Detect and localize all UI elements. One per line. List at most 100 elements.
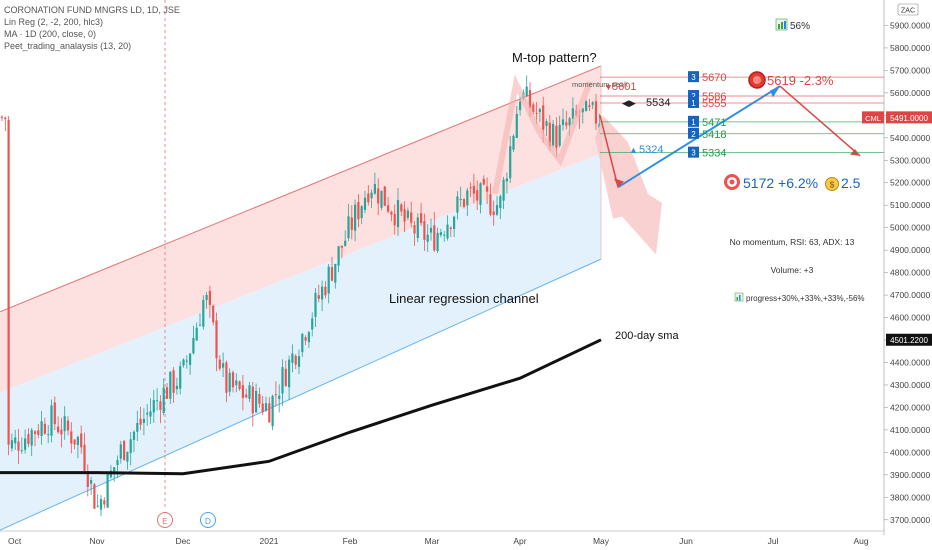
candle-body <box>327 266 330 294</box>
time-axis[interactable]: Oct Nov Dec 2021 Feb Mar Apr May Jun Jul Aug <box>0 530 884 546</box>
candle-body <box>99 498 103 510</box>
candle-body <box>525 86 528 97</box>
info-volume: Volume: +3 <box>771 265 814 275</box>
level-badge-text: 2 <box>691 130 696 139</box>
candle-body <box>420 213 423 224</box>
candle-body <box>37 430 40 436</box>
level-label: 5555 <box>702 98 726 110</box>
candle-body <box>383 186 386 206</box>
time-tick-label: Mar <box>425 536 440 546</box>
candle-body <box>40 421 43 436</box>
candle-body <box>73 439 76 445</box>
candle-body <box>446 224 449 239</box>
candle-body <box>215 320 218 359</box>
candle-body <box>281 367 284 394</box>
candle-body <box>132 431 136 440</box>
earnings-event-marker[interactable] <box>157 512 173 528</box>
channel-label: Linear regression channel <box>389 291 539 306</box>
price-tick-label: 4400.0000 <box>890 357 930 367</box>
candle-body <box>519 101 522 111</box>
level-badge-text: 3 <box>691 73 696 82</box>
candle-body <box>156 400 159 402</box>
candle-body <box>63 416 66 432</box>
money-bag-icon: $ <box>825 177 839 191</box>
candle-body <box>90 480 93 484</box>
time-tick-label: Aug <box>853 536 868 546</box>
candle-body <box>284 368 287 387</box>
candle-body <box>0 116 4 118</box>
candle-body <box>472 185 475 194</box>
candle-body <box>126 451 129 462</box>
candle-body <box>512 135 515 150</box>
candle-body <box>476 190 479 201</box>
candle-body <box>330 267 334 281</box>
candle-body <box>162 387 165 414</box>
candle-body <box>225 362 228 393</box>
candle-body <box>297 356 301 367</box>
dividend-event-label: D <box>205 516 211 526</box>
price-tick-label: 5700.0000 <box>890 65 930 75</box>
candle-body <box>545 121 548 126</box>
candle-body <box>76 436 79 445</box>
progress-badge: 56% <box>775 18 810 32</box>
price-axis[interactable]: 3700.0000 3800.0000 3900.0000 4000.0000 4100… <box>862 0 932 535</box>
candle-body <box>47 434 50 436</box>
price-tick-label: 3900.0000 <box>890 470 930 480</box>
p5534-label: 5534 <box>646 97 670 109</box>
candle-body <box>449 227 452 229</box>
candle-body <box>106 473 109 508</box>
level-label: 5334 <box>702 148 726 160</box>
candle-body <box>268 403 271 423</box>
candle-body <box>231 372 235 388</box>
p5601-label: 5601 <box>612 81 636 93</box>
target-levels: 3 5670 2 5586 1 5555 1 5471 2 5418 3 5334 <box>600 71 884 160</box>
time-tick-label: Nov <box>89 536 105 546</box>
candle-body <box>406 210 409 218</box>
candle-body <box>360 206 363 219</box>
candle-body <box>459 198 462 200</box>
candle-body <box>70 431 73 444</box>
progress-icon <box>734 292 744 302</box>
time-tick-label: Feb <box>343 536 358 546</box>
time-tick-label: Jun <box>679 536 693 546</box>
price-tag <box>886 111 932 124</box>
dividend-event-marker[interactable] <box>200 512 216 528</box>
candle-body <box>429 227 433 233</box>
candle-body <box>314 292 317 317</box>
candle-body <box>169 371 172 399</box>
rr-label: 2.5 <box>841 175 861 191</box>
m-top-label: M-top pattern? <box>512 50 597 65</box>
level-label: 5418 <box>702 129 726 141</box>
candle-body <box>149 411 152 417</box>
candle-body <box>189 353 192 365</box>
candle-body <box>387 205 390 212</box>
level-badge <box>688 71 699 83</box>
candle-body <box>136 422 139 432</box>
candle-body <box>456 196 459 213</box>
candle-body <box>198 324 202 326</box>
candle-body <box>416 217 419 238</box>
price-tag-label: CML <box>865 114 881 123</box>
price-tag <box>886 333 932 346</box>
momentum-peak-label: momentum peak <box>572 80 628 89</box>
candle-body <box>182 359 185 366</box>
candle-body <box>370 192 373 199</box>
candle-body <box>591 102 594 105</box>
candle-body <box>396 200 400 228</box>
currency-label: ZAC <box>901 8 915 15</box>
price-tick-label: 4100.0000 <box>890 425 930 435</box>
candle-body <box>443 234 446 236</box>
candle-body <box>304 337 307 341</box>
candle-body <box>66 420 70 431</box>
candle-body <box>347 216 350 239</box>
candle-body <box>172 370 175 393</box>
candle-body <box>499 196 502 209</box>
forecast-down-arrow <box>595 115 662 255</box>
candle-body <box>20 450 23 452</box>
candle-body <box>123 440 126 460</box>
price-tag-label-box <box>862 111 884 124</box>
candle-body <box>489 194 492 215</box>
candle-body <box>80 433 83 448</box>
candle-body <box>33 431 37 434</box>
